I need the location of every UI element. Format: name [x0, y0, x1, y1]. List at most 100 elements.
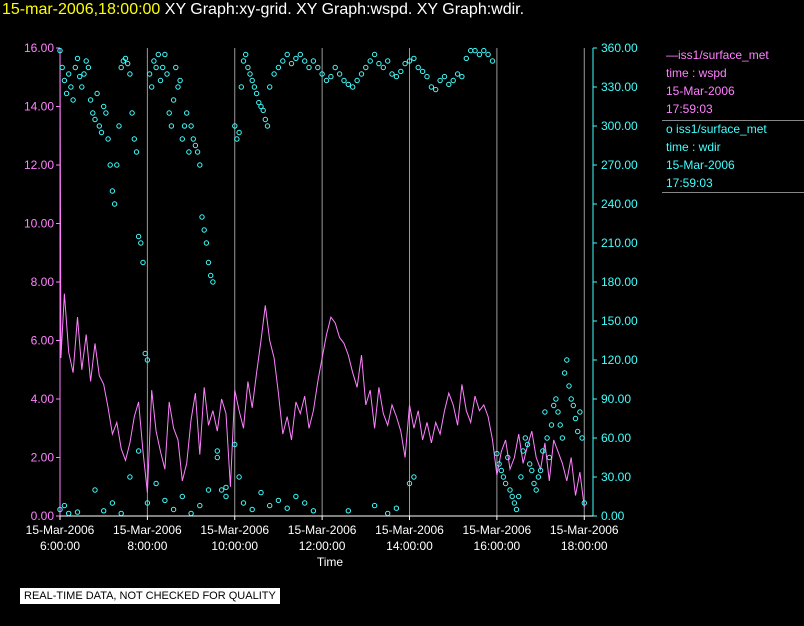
- series-wdir-point-115: [376, 60, 382, 67]
- series-wdir-point-114: [371, 51, 378, 58]
- series-wdir-point-18: [96, 123, 103, 129]
- series-wdir-point-30: [122, 55, 129, 62]
- series-wdir-point-48: [162, 51, 168, 58]
- series-wdir-point-144: [498, 467, 504, 474]
- series-wdir-point-71: [214, 448, 221, 454]
- series-wdir-point-42: [149, 84, 155, 90]
- series-wdir-point-107: [341, 77, 347, 84]
- series-wdir-point-7: [72, 64, 79, 71]
- series-wdir-point-216: [385, 510, 391, 517]
- legend-wdir-time: 17:59:03: [666, 176, 713, 190]
- series-wdir-point-95: [288, 60, 295, 67]
- right-tick-label-9: 270.00: [601, 158, 638, 172]
- series-wdir-point-105: [332, 64, 338, 71]
- series-wdir-point-84: [253, 90, 260, 97]
- series-wdir-point-28: [118, 64, 124, 71]
- series-wdir-point-32: [127, 71, 133, 77]
- series-wdir-point-128: [433, 86, 439, 93]
- series-wdir-point-211: [293, 493, 299, 500]
- series-wdir-point-197: [179, 493, 186, 500]
- right-tick-label-10: 300.00: [601, 119, 638, 133]
- series-wdir-point-25: [111, 201, 118, 207]
- legend-wspd-date: 15-Mar-2006: [666, 84, 735, 98]
- series-wdir-point-9: [77, 73, 83, 80]
- series-wdir-point-108: [345, 81, 351, 88]
- series-wdir-point-143: [496, 461, 502, 467]
- right-tick-label-6: 180.00: [601, 275, 638, 289]
- series-wdir-point-129: [437, 77, 443, 84]
- series-wdir-point-207: [258, 489, 264, 496]
- series-wdir-point-39: [142, 350, 148, 357]
- series-wdir-point-33: [129, 110, 135, 116]
- series-wdir-point-201: [214, 454, 221, 461]
- series-wdir-point-24: [109, 188, 116, 194]
- series-wdir-point-145: [500, 474, 507, 480]
- series-wdir-point-21: [103, 110, 109, 116]
- series-wdir-point-6: [70, 97, 76, 103]
- series-wdir-point-45: [155, 51, 162, 58]
- series-wdir-point-135: [463, 55, 469, 62]
- series-wdir-point-59: [186, 149, 192, 155]
- series-wdir-point-172: [559, 435, 566, 441]
- left-tick-label-3: 6.00: [31, 334, 55, 348]
- series-wdir-point-195: [162, 497, 168, 504]
- series-wdir-point-156: [524, 441, 531, 448]
- series-wdir-point-55: [177, 77, 183, 84]
- series-wdir-point-213: [310, 508, 317, 514]
- series-wdir-point-200: [205, 487, 212, 493]
- series-wdir-point-56: [179, 136, 186, 142]
- legend-wspd-field: time : wspd: [666, 66, 727, 80]
- series-wdir-point-170: [555, 409, 561, 415]
- series-wdir-point-38: [140, 259, 146, 266]
- legend-wspd-time: 17:59:03: [666, 102, 713, 116]
- series-wdir-point-161: [535, 474, 542, 480]
- series-wdir-point-180: [577, 409, 583, 415]
- series-wdir-point-124: [415, 64, 421, 71]
- series-wdir-point-205: [240, 500, 247, 506]
- series-wdir-point-14: [87, 97, 94, 103]
- series-wdir-point-119: [393, 73, 400, 80]
- series-wdir-point-62: [192, 142, 199, 149]
- series-wdir-point-12: [83, 58, 89, 64]
- right-tick-label-5: 150.00: [601, 314, 638, 328]
- right-tick-label-0: 0.00: [601, 509, 625, 523]
- series-wdir-point-54: [175, 84, 181, 90]
- series-wdir-point-5: [68, 84, 74, 90]
- series-wdir-point-51: [168, 123, 175, 129]
- series-wdir-point-163: [540, 448, 546, 454]
- left-tick-label-8: 16.00: [24, 41, 54, 55]
- legend-wdir-source: iss1/surface_met: [676, 122, 767, 136]
- title-graph-list: XY Graph:xy-grid. XY Graph:wspd. XY Grap…: [164, 1, 525, 18]
- series-wdir-point-110: [354, 77, 360, 84]
- series-wdir-point-80: [245, 64, 251, 71]
- series-wdir-point-73: [223, 493, 229, 500]
- series-wdir-point-15: [90, 110, 96, 116]
- series-wdir-point-104: [328, 73, 334, 80]
- legend-separator: [662, 120, 804, 121]
- series-wdir-point-174: [564, 357, 570, 363]
- series-wdir-point-178: [572, 415, 579, 422]
- left-tick-label-1: 2.00: [31, 451, 55, 465]
- series-wdir-point-193: [144, 500, 151, 506]
- series-wdir-point-47: [160, 64, 166, 71]
- series-wdir-point-66: [201, 227, 207, 233]
- series-wdir-point-217: [393, 505, 400, 511]
- series-wdir-point-168: [551, 402, 557, 409]
- right-tick-label-2: 60.00: [601, 431, 631, 445]
- series-wdir-point-138: [476, 51, 483, 58]
- series-wdir-point-159: [531, 480, 537, 487]
- x-tick-time-4: 14:00:00: [386, 539, 433, 553]
- series-wdir-point-0: [57, 47, 63, 54]
- x-tick-time-1: 8:00:00: [127, 539, 167, 553]
- series-wdir-point-208: [267, 502, 273, 509]
- series-wdir-point-91: [271, 71, 277, 77]
- series-wdir-point-41: [146, 71, 153, 77]
- x-tick-date-0: 15-Mar-2006: [26, 523, 95, 537]
- series-wdir-point-94: [284, 51, 290, 58]
- series-wdir-point-117: [385, 58, 391, 64]
- series-wdir-point-79: [243, 51, 249, 58]
- series-wdir-point-102: [319, 71, 325, 77]
- right-tick-label-11: 330.00: [601, 80, 638, 94]
- series-wdir-point-31: [125, 60, 131, 67]
- series-wdir-point-139: [481, 47, 487, 54]
